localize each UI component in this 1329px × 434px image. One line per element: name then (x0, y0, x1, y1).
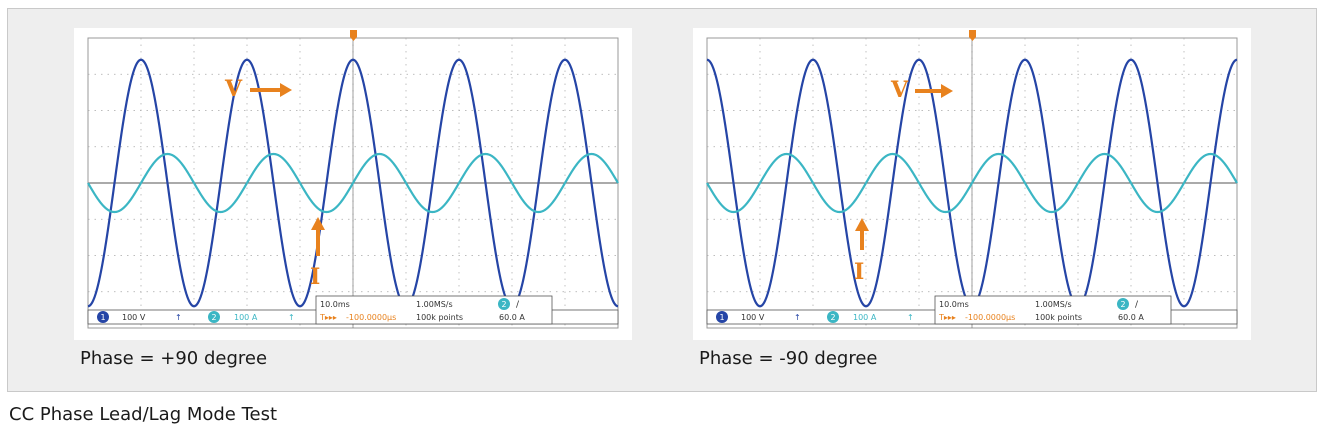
figure-footer: CC Phase Lead/Lag Mode Test (9, 404, 278, 425)
trigger-marker-icon (350, 30, 357, 41)
current-trace (87, 152, 619, 214)
trigger-level-readout: 60.0 A (1118, 313, 1144, 322)
trigger-channel: 2 (501, 300, 506, 309)
scope-traces (87, 58, 619, 308)
trigger-offset-readout: -100.0000μs (965, 313, 1015, 322)
trigger-level-readout: 60.0 A (499, 313, 525, 322)
ch1-number: 1 (100, 313, 105, 322)
voltage-label: V (224, 76, 243, 102)
trigger-slope-icon: / (1135, 300, 1139, 310)
arrow-up-icon (855, 218, 869, 250)
ch2-scale: 100 A (234, 313, 258, 322)
sample-rate-readout: 1.00MS/s (416, 300, 453, 309)
arrow-up-icon (311, 217, 325, 256)
scope-panel-phase-plus-90: V I 1 100 V ↑ 2 100 A ↑ 10.0ms 1.00MS/s … (74, 28, 632, 340)
sample-rate-readout: 1.00MS/s (1035, 300, 1072, 309)
current-annotation: I (310, 217, 325, 290)
current-annotation: I (854, 218, 869, 285)
scope-readout-bar: 1 100 V ↑ 2 100 A ↑ 10.0ms 1.00MS/s 2 / … (706, 295, 1238, 325)
scope-plot: V I 1 100 V ↑ 2 100 A ↑ 10.0ms 1.00MS/s … (706, 30, 1238, 329)
ch2-number: 2 (211, 313, 216, 322)
record-length-readout: 100k points (416, 313, 463, 322)
current-label: I (310, 264, 320, 290)
record-length-readout: 100k points (1035, 313, 1082, 322)
arrow-right-icon (250, 83, 292, 97)
trigger-channel-badge (498, 298, 510, 310)
ch2-coupling-icon: ↑ (907, 313, 914, 322)
timebase-readout: 10.0ms (320, 300, 350, 309)
trigger-marker-icon (969, 30, 976, 41)
ch2-number: 2 (830, 313, 835, 322)
ch1-badge (97, 311, 109, 323)
ch1-number: 1 (719, 313, 724, 322)
voltage-annotation: V (224, 76, 292, 102)
trigger-slope-icon: / (516, 300, 520, 310)
trigger-offset-readout: -100.0000μs (346, 313, 396, 322)
panel-caption-minus-90: Phase = -90 degree (699, 348, 878, 369)
ch2-coupling-icon: ↑ (288, 313, 295, 322)
timebase-readout: 10.0ms (939, 300, 969, 309)
voltage-trace (87, 58, 619, 308)
scope-panel-phase-minus-90: V I 1 100 V ↑ 2 100 A ↑ 10.0ms 1.00MS/s … (693, 28, 1251, 340)
current-label: I (854, 259, 864, 285)
ch1-coupling-icon: ↑ (794, 313, 801, 322)
trigger-position-icon: T▸▸▸ (319, 313, 337, 322)
ch1-coupling-icon: ↑ (175, 313, 182, 322)
panel-caption-plus-90: Phase = +90 degree (80, 348, 268, 369)
scope-plot: V I 1 100 V ↑ 2 100 A ↑ 10.0ms 1.00MS/s … (87, 30, 619, 329)
ch1-scale: 100 V (122, 313, 146, 322)
ch2-scale: 100 A (853, 313, 877, 322)
ch1-badge (716, 311, 728, 323)
trigger-position-icon: T▸▸▸ (938, 313, 956, 322)
current-trace (706, 152, 1238, 214)
arrow-right-icon (915, 84, 953, 98)
voltage-label: V (890, 77, 909, 103)
ch2-badge (827, 311, 839, 323)
trigger-channel-badge (1117, 298, 1129, 310)
trigger-channel: 2 (1120, 300, 1125, 309)
voltage-annotation: V (890, 77, 953, 103)
scope-readout-bar: 1 100 V ↑ 2 100 A ↑ 10.0ms 1.00MS/s 2 / … (87, 295, 619, 325)
ch2-badge (208, 311, 220, 323)
ch1-scale: 100 V (741, 313, 765, 322)
